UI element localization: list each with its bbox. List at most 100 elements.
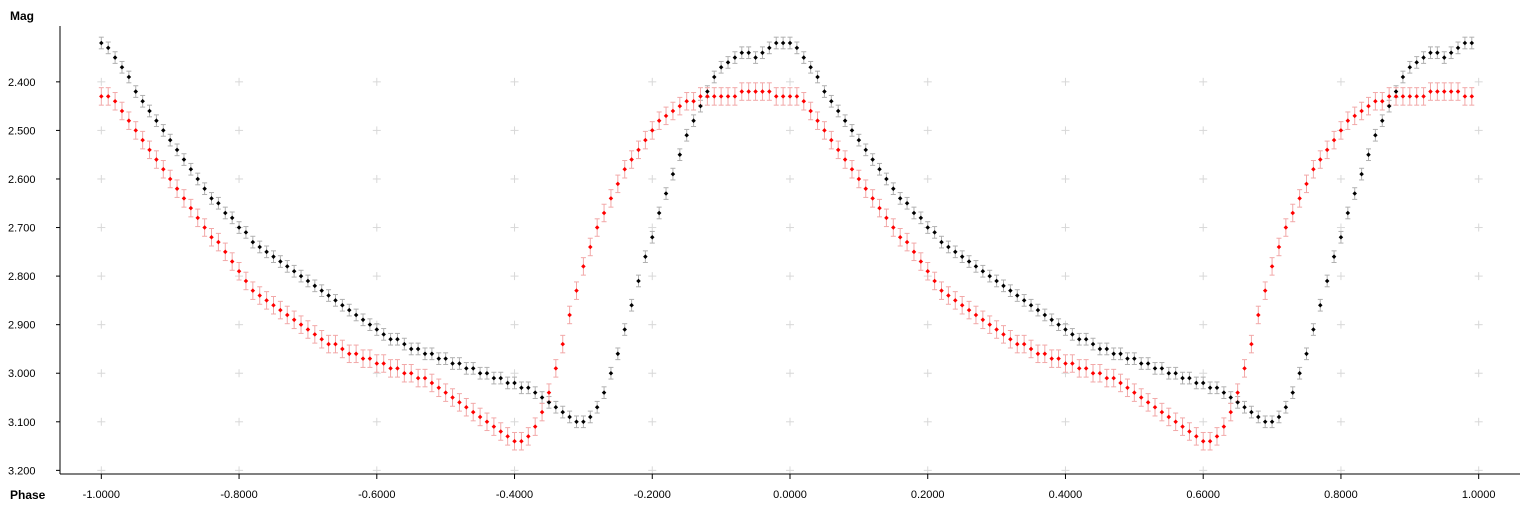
data-point (884, 176, 889, 182)
data-point (1435, 50, 1440, 55)
data-point (333, 298, 338, 303)
data-point (1324, 147, 1330, 153)
data-point (973, 264, 979, 269)
data-point (546, 400, 552, 405)
data-point (1235, 390, 1240, 395)
data-point (1056, 356, 1061, 361)
data-point (250, 239, 256, 245)
data-point (1276, 244, 1282, 250)
data-point (484, 419, 490, 425)
data-point (1200, 438, 1206, 444)
data-point (1414, 94, 1419, 99)
data-point (202, 186, 207, 191)
data-point (739, 50, 745, 55)
data-point (154, 157, 159, 162)
grid-cross (1474, 320, 1483, 329)
data-point (133, 89, 139, 94)
data-point (1338, 234, 1344, 240)
data-point (973, 312, 979, 318)
data-point (464, 366, 469, 371)
grid-cross (786, 272, 794, 281)
data-point (1345, 118, 1351, 123)
data-point (581, 419, 586, 425)
grid-cross (372, 272, 381, 281)
data-point (374, 361, 380, 366)
data-point (994, 278, 999, 284)
data-point (1331, 254, 1337, 259)
data-point (794, 45, 800, 51)
data-point (1269, 419, 1275, 425)
data-point (195, 176, 200, 182)
data-point (367, 356, 373, 361)
grid-cross (1061, 174, 1070, 183)
data-point (691, 118, 696, 123)
data-point (891, 186, 896, 191)
grid-cross (786, 174, 794, 183)
data-point (594, 404, 600, 410)
y-tick-label: 2.600 (8, 174, 36, 186)
data-point (553, 404, 559, 410)
data-point (505, 434, 510, 439)
data-point (353, 351, 359, 357)
data-point (574, 288, 579, 293)
x-axis-ticks: -1.0000 -0.8000 -0.6000 -0.4000 -0.2000 0.000… (83, 474, 1496, 501)
data-point (1462, 40, 1468, 46)
grid-cross (1336, 466, 1345, 475)
data-point (780, 40, 786, 46)
data-point (381, 361, 386, 366)
data-point (1152, 366, 1158, 371)
data-point (305, 278, 311, 284)
data-point (1428, 89, 1433, 94)
data-point (615, 181, 621, 187)
data-point (677, 103, 683, 109)
data-point (746, 89, 751, 94)
grid-cross (648, 417, 657, 426)
data-point (278, 259, 283, 264)
data-point (1380, 118, 1385, 123)
data-point (1407, 65, 1413, 70)
data-point (140, 137, 145, 143)
grid-cross (648, 223, 657, 232)
data-point (1200, 380, 1206, 386)
y-tick-label: 3.200 (8, 465, 36, 477)
data-point (698, 103, 703, 109)
data-point (381, 332, 386, 337)
y-tick-label: 2.500 (8, 125, 36, 137)
data-point (181, 196, 187, 201)
data-point (1008, 288, 1013, 293)
data-point (243, 230, 249, 235)
data-point (1173, 370, 1178, 376)
data-point (546, 390, 552, 395)
data-point (1173, 419, 1178, 425)
grid-cross (1336, 174, 1345, 183)
data-point (1194, 434, 1199, 439)
data-point (718, 65, 724, 70)
data-point (1393, 89, 1399, 94)
data-point (154, 118, 159, 123)
data-point (1001, 332, 1006, 337)
data-point (987, 322, 992, 327)
data-point (567, 312, 572, 318)
data-point (1194, 380, 1199, 386)
data-point (360, 356, 366, 361)
data-point (739, 89, 745, 94)
data-point (539, 409, 545, 415)
data-point (725, 94, 731, 99)
grid-cross (1474, 417, 1483, 426)
data-point (167, 137, 173, 143)
data-point (195, 215, 200, 221)
data-point (119, 65, 125, 70)
data-point (298, 322, 304, 327)
data-point (918, 215, 924, 221)
data-point (1242, 404, 1247, 410)
data-point (429, 351, 435, 357)
data-point (904, 200, 910, 206)
data-point (1441, 89, 1447, 94)
data-point (112, 55, 118, 60)
grid-cross (97, 417, 106, 426)
data-point (216, 239, 221, 245)
data-point (519, 385, 524, 391)
data-point (1228, 395, 1234, 400)
data-point (835, 147, 841, 153)
data-point (1428, 50, 1433, 55)
